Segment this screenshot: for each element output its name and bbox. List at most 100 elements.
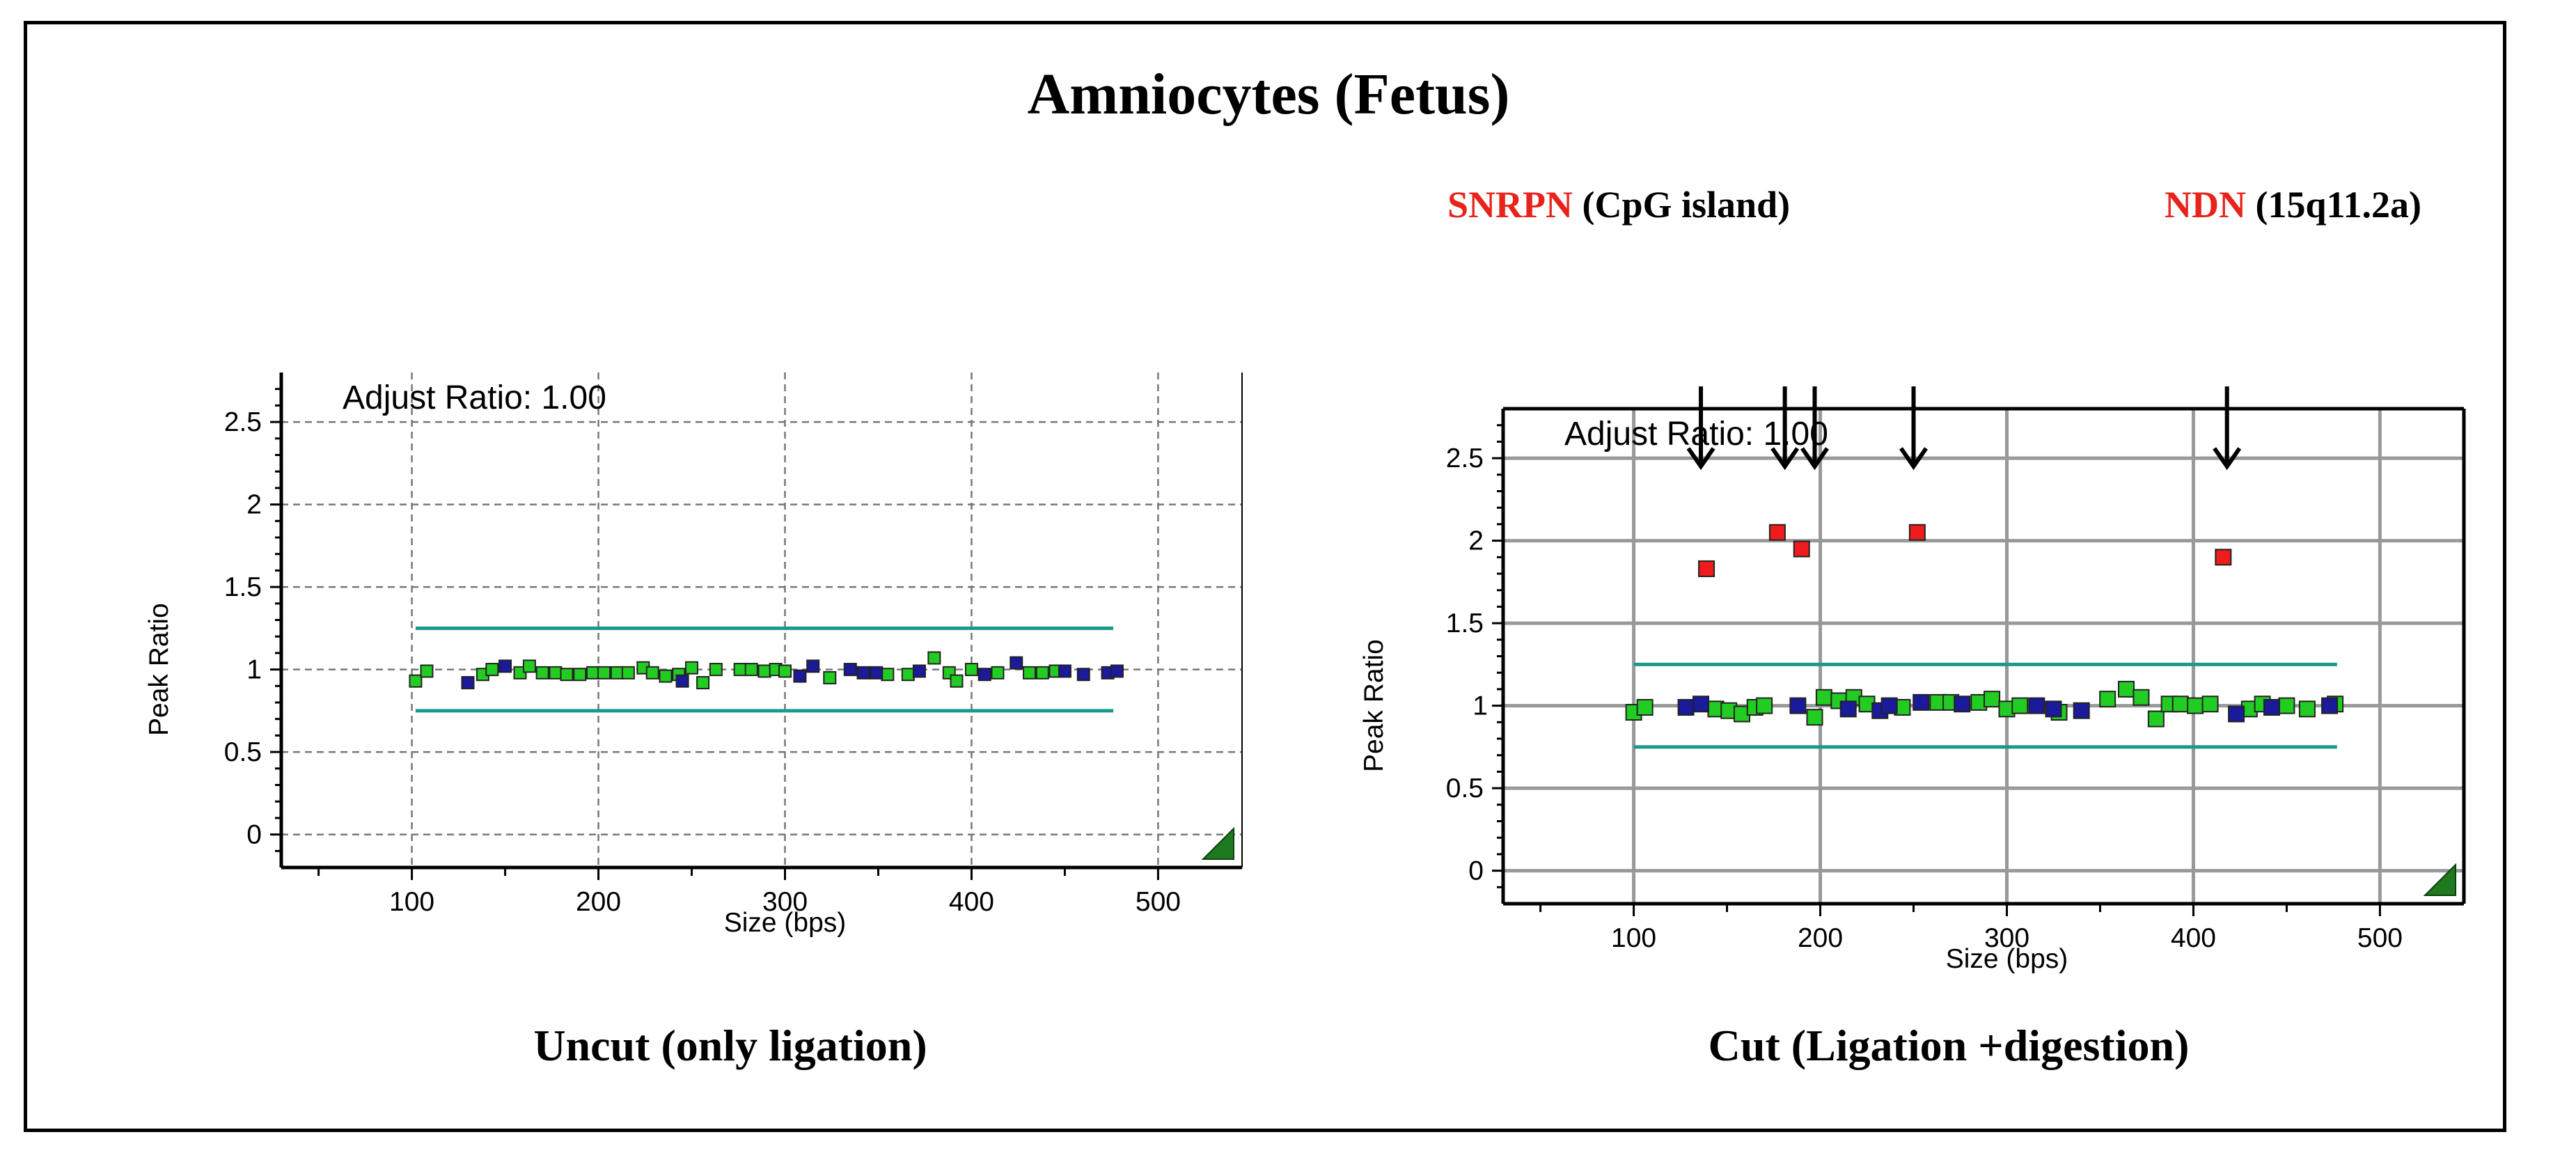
plot-area — [281, 372, 1242, 867]
aberrant-probe-point — [2215, 549, 2232, 566]
test-probe-point — [1756, 697, 1773, 714]
reference-probe-point — [843, 663, 857, 677]
y-tick-label: 2 — [1468, 526, 1484, 556]
y-tick-label: 1.5 — [1446, 609, 1484, 638]
reference-probe-point — [856, 666, 870, 680]
y-axis-label: Peak Ratio — [1359, 639, 1389, 772]
reference-probe-point — [498, 659, 512, 673]
test-probe-point — [549, 666, 563, 680]
test-probe-point — [744, 663, 758, 677]
figure-title: Amniocytes (Fetus) — [1027, 62, 1510, 127]
test-probe-point — [522, 659, 536, 673]
test-probe-point — [1636, 698, 1654, 716]
annotation-arrow-head — [2213, 447, 2242, 471]
reference-probe-point — [675, 674, 689, 688]
test-probe-point — [2147, 710, 2165, 728]
x-tick-label: 500 — [2357, 923, 2403, 953]
reference-probe-point — [912, 664, 926, 678]
reference-probe-point — [461, 676, 475, 690]
test-probe-point — [645, 666, 659, 680]
x-tick-label: 300 — [1984, 923, 2029, 953]
snrpn-detail-label: (CpG island) — [1573, 184, 1791, 226]
y-tick-label: 1 — [246, 655, 262, 685]
test-probe-point — [2298, 700, 2316, 718]
snrpn-gene-label: SNRPN — [1447, 184, 1573, 226]
test-probe-point — [573, 668, 587, 682]
test-probe-point — [733, 663, 747, 677]
adjust-ratio-label: Adjust Ratio: 1.00 — [343, 379, 606, 416]
test-probe-point — [586, 666, 599, 680]
y-tick-label: 0.5 — [224, 737, 262, 767]
aberrant-probe-point — [1698, 560, 1715, 577]
test-probe-point — [2187, 697, 2204, 714]
test-probe-point — [823, 670, 837, 684]
test-probe-point — [409, 674, 423, 688]
test-probe-point — [2278, 697, 2295, 714]
test-probe-point — [2171, 696, 2189, 713]
reference-probe-point — [1789, 697, 1807, 714]
reference-probe-point — [2228, 705, 2245, 723]
y-tick-label: 1.5 — [224, 572, 262, 602]
test-probe-point — [560, 668, 574, 682]
plot-area — [1503, 409, 2464, 904]
test-probe-point — [1815, 689, 1832, 706]
test-probe-point — [964, 663, 978, 677]
aberrant-probe-point — [1908, 524, 1926, 541]
reference-probe-point — [977, 668, 991, 682]
reference-probe-point — [1076, 668, 1090, 682]
test-probe-point — [1035, 666, 1049, 680]
test-probe-point — [991, 666, 1005, 680]
aberrant-probe-point — [1793, 540, 1810, 558]
ndn-gene-label: NDN — [2165, 184, 2246, 226]
x-tick-label: 100 — [389, 887, 434, 917]
test-probe-point — [2099, 691, 2116, 708]
test-probe-point — [420, 664, 434, 678]
reference-probe-point — [2321, 697, 2339, 714]
test-probe-point — [1023, 666, 1037, 680]
test-probe-point — [927, 651, 941, 665]
test-probe-point — [685, 661, 699, 675]
test-probe-point — [535, 666, 549, 680]
x-tick-label: 200 — [576, 887, 621, 917]
test-probe-point — [696, 676, 710, 690]
cut-chart: 100 200 300 400 500 0 0.5 1.5 2 2.5 Size (bps) Peak… — [1359, 386, 2466, 974]
annotation-arrow-head — [1770, 447, 1800, 471]
reference-probe-point — [870, 666, 883, 680]
y-tick-label: 0 — [246, 820, 262, 850]
reference-probe-point — [1954, 696, 1971, 713]
test-probe-point — [901, 668, 915, 682]
y-tick-label: 1 — [1472, 691, 1488, 721]
test-probe-point — [621, 666, 635, 680]
x-axis-label: Size (bps) — [1946, 944, 2068, 974]
reference-probe-point — [793, 669, 807, 683]
reference-probe-point — [2028, 697, 2045, 714]
aberrant-probe-point — [1768, 524, 1786, 541]
x-tick-label: 500 — [1136, 887, 1181, 917]
reference-probe-point — [1693, 696, 1710, 713]
y-tick-label: 0.5 — [1446, 774, 1484, 803]
test-probe-point — [778, 664, 792, 678]
annotation-arrow-head — [1686, 447, 1715, 471]
x-tick-label: 200 — [1798, 923, 1843, 953]
test-probe-point — [1806, 709, 1823, 726]
test-probe-point — [1984, 691, 2001, 708]
reference-probe-point — [1913, 693, 1930, 711]
adjust-ratio-label: Adjust Ratio: 1.00 — [1564, 416, 1828, 453]
annotation-arrow-head — [1899, 447, 1928, 471]
reference-probe-point — [806, 659, 820, 673]
reference-probe-point — [1677, 698, 1695, 716]
y-tick-label: 2.5 — [1446, 443, 1484, 473]
test-probe-point — [485, 663, 499, 677]
test-probe-point — [597, 666, 611, 680]
test-probe-point — [950, 674, 964, 688]
y-axis-label: Peak Ratio — [144, 603, 174, 736]
x-tick-label: 400 — [949, 887, 994, 917]
reference-probe-point — [2045, 700, 2062, 718]
x-tick-label: 400 — [2171, 923, 2216, 953]
cut-chart-caption: Cut (Ligation +digestion) — [1708, 1021, 2190, 1070]
reference-probe-point — [1058, 664, 1071, 678]
uncut-chart-caption: Uncut (only ligation) — [533, 1021, 927, 1070]
test-probe-point — [709, 663, 723, 677]
y-tick-label: 2 — [246, 490, 262, 520]
test-probe-point — [2133, 689, 2150, 706]
